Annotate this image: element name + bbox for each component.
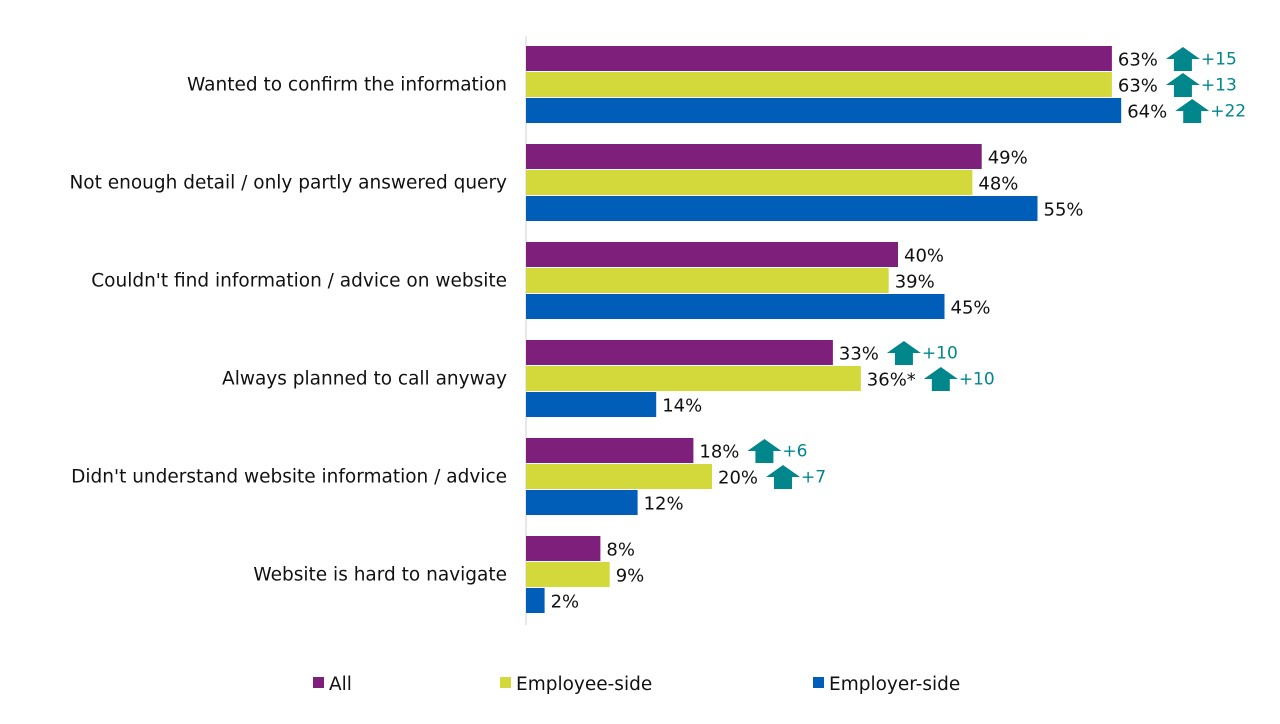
category-label: Didn't understand website information / … [71, 467, 507, 488]
bar [526, 72, 1112, 97]
data-label: 8% [606, 540, 635, 561]
arrow-up-icon [1165, 73, 1200, 97]
bar [526, 144, 982, 169]
arrow-up-icon [886, 341, 921, 365]
bar [526, 562, 610, 587]
category-label: Wanted to confirm the information [187, 75, 507, 96]
data-label: 45% [951, 298, 991, 319]
legend-swatch [813, 677, 824, 688]
bar [526, 196, 1038, 221]
change-label: +15 [1201, 50, 1237, 70]
bar [526, 536, 601, 561]
legend-label: Employer-side [829, 674, 960, 695]
data-label: 20% [718, 468, 758, 489]
bar [526, 588, 545, 613]
bar [526, 170, 973, 195]
arrow-up-icon [766, 465, 801, 489]
bar [526, 268, 889, 293]
arrow-up-icon [1175, 99, 1210, 123]
arrow-up-icon [747, 439, 782, 463]
data-label: 63% [1118, 50, 1158, 71]
category-label: Website is hard to navigate [253, 565, 507, 586]
bar [526, 294, 945, 319]
legend-swatch [313, 677, 324, 688]
change-label: +10 [922, 344, 958, 364]
change-label: +13 [1201, 76, 1237, 96]
data-label: 49% [988, 148, 1028, 169]
category-label: Always planned to call anyway [222, 369, 507, 390]
legend-label: All [329, 674, 352, 695]
bar [526, 366, 861, 391]
change-label: +22 [1210, 102, 1246, 122]
change-label: +6 [782, 442, 807, 462]
legend-swatch [500, 677, 511, 688]
legend-label: Employee-side [516, 674, 652, 695]
data-label: 14% [662, 396, 702, 417]
data-label: 40% [904, 246, 944, 267]
data-label: 63% [1118, 76, 1158, 97]
data-label: 9% [616, 566, 645, 587]
bar [526, 98, 1122, 123]
data-label: 55% [1044, 200, 1084, 221]
legend: All Employee-side Employer-side [313, 674, 960, 695]
change-label: +7 [801, 468, 826, 488]
bar [526, 340, 833, 365]
bar [526, 242, 898, 267]
bar [526, 438, 694, 463]
arrow-up-icon [1165, 47, 1200, 71]
data-label: 2% [551, 592, 580, 613]
bar [526, 490, 638, 515]
data-label: 39% [895, 272, 935, 293]
data-label: 48% [978, 174, 1018, 195]
data-label: 36%* [867, 370, 916, 391]
data-label: 64% [1127, 102, 1167, 123]
data-label: 33% [839, 344, 879, 365]
change-label: +10 [959, 370, 995, 390]
category-label: Not enough detail / only partly answered… [69, 173, 507, 194]
bar [526, 464, 712, 489]
arrow-up-icon [923, 367, 958, 391]
category-label: Couldn't find information / advice on we… [91, 271, 507, 292]
bar [526, 392, 657, 417]
data-label: 18% [699, 442, 739, 463]
data-label: 12% [644, 494, 684, 515]
bar [526, 46, 1112, 71]
